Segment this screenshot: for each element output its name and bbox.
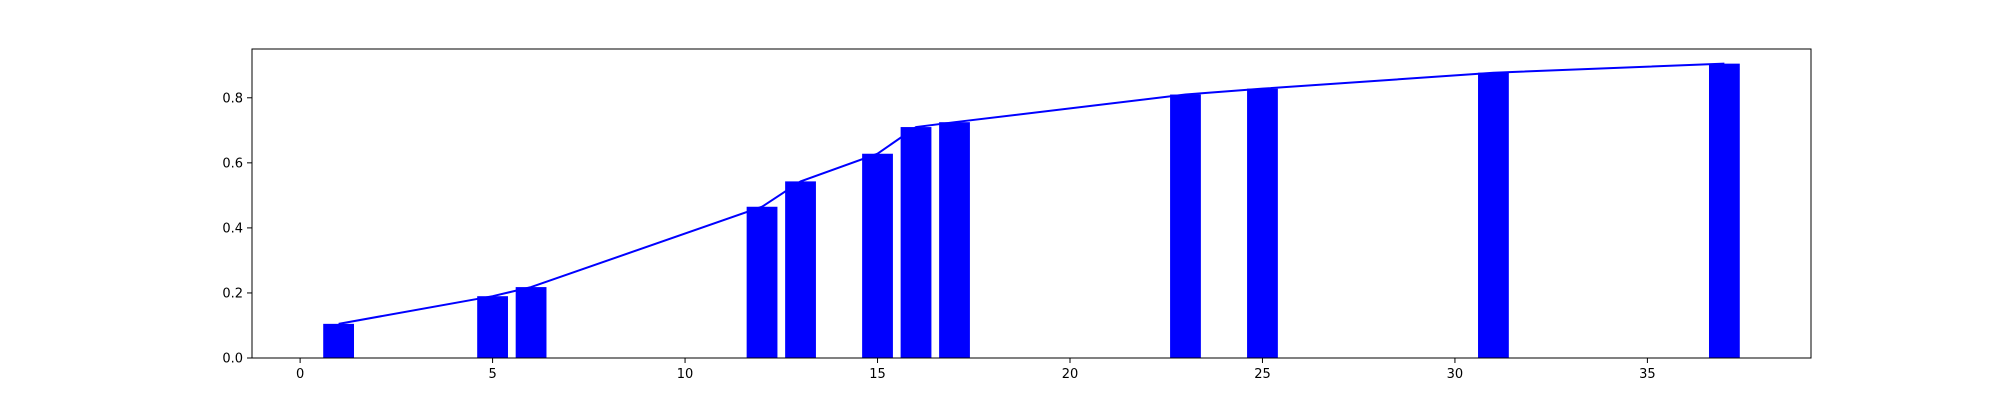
y-tick-label: 0.2 <box>222 286 243 301</box>
x-tick-label: 15 <box>869 367 886 382</box>
line-series <box>338 62 1725 325</box>
x-tick-label: 0 <box>296 367 304 382</box>
bar-6 <box>515 287 547 358</box>
bar-17 <box>939 122 970 359</box>
y-tick-label: 0.4 <box>222 221 243 236</box>
bar-12 <box>746 206 778 358</box>
series-line <box>338 62 1725 325</box>
x-tick-label: 5 <box>488 367 496 382</box>
bar-13 <box>785 181 816 358</box>
x-tick-label: 25 <box>1254 367 1271 382</box>
y-tick-label: 0.8 <box>222 91 243 106</box>
bar-16 <box>900 127 932 358</box>
bar-5 <box>477 296 508 358</box>
x-axis: 0 5 10 15 20 25 30 35 <box>296 358 1656 382</box>
bar-23 <box>1170 94 1201 359</box>
x-tick-label: 30 <box>1447 367 1464 382</box>
bar-37 <box>1708 63 1740 358</box>
x-tick-label: 20 <box>1062 367 1079 382</box>
x-tick-label: 35 <box>1639 367 1656 382</box>
bar-1 <box>323 323 355 358</box>
x-tick-label: 10 <box>677 367 694 382</box>
bar-31 <box>1478 72 1509 359</box>
y-axis: 0.0 0.2 0.4 0.6 0.8 <box>222 91 252 367</box>
y-tick-label: 0.0 <box>222 352 243 367</box>
plot-frame <box>251 48 1812 359</box>
bar-series <box>323 63 1740 359</box>
bar-25 <box>1247 88 1278 359</box>
bar-15 <box>862 153 893 358</box>
y-tick-label: 0.6 <box>222 156 243 171</box>
